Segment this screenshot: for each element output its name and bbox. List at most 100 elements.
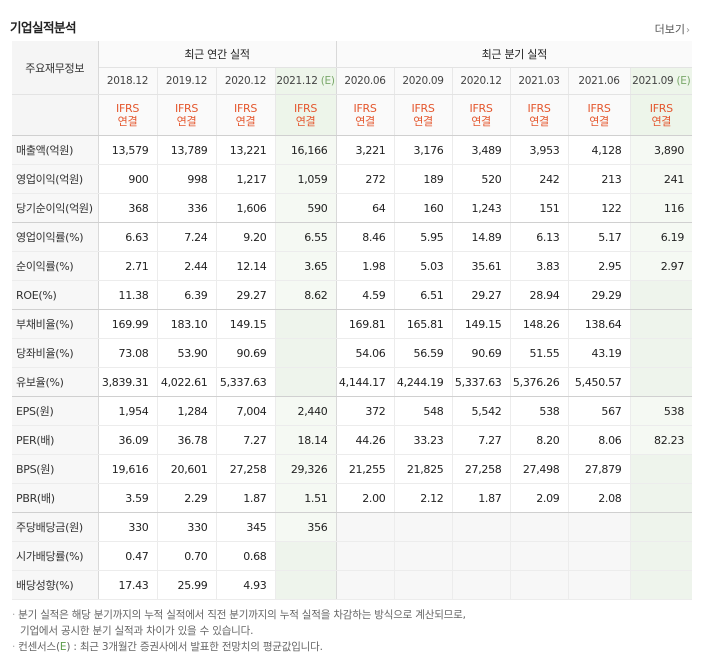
table-cell: 17.43 [98, 570, 158, 600]
table-cell: 1,954 [98, 396, 158, 426]
row-label: PER(배) [12, 425, 99, 455]
table-cell: 169.99 [98, 309, 158, 339]
table-cell: 1,243 [452, 193, 511, 223]
table-cell: 160 [394, 193, 453, 223]
table-cell: 1,217 [216, 164, 276, 194]
ifrs-label-annual-3: IFRS 연결 [275, 94, 337, 136]
table-cell: 213 [568, 164, 631, 194]
consolidated-label: 연결 [471, 115, 491, 128]
table-row: 유보율(%) 3,839.31 4,022.61 5,337.63 4,144.17 4,… [12, 367, 693, 397]
table-cell: 0.68 [216, 541, 276, 571]
table-cell: 4,128 [568, 135, 631, 165]
table-cell: 5,337.63 [216, 367, 276, 397]
table-cell: 242 [510, 164, 569, 194]
period-header-annual-0: 2018.12 [98, 67, 158, 95]
table-cell: 9.20 [216, 222, 276, 252]
section-title: 기업실적분석 [10, 20, 77, 35]
period-header-annual-1: 2019.12 [157, 67, 217, 95]
table-row: PBR(배) 3.59 2.29 1.87 1.51 2.00 2.12 1.87 2.09 2.… [12, 483, 693, 513]
footnotes: · 분기 실적은 해당 분기까지의 누적 실적에서 직전 분기까지의 누적 실적을… [12, 607, 466, 655]
consolidated-label: 연결 [529, 115, 549, 128]
table-row: 당기순이익(억원) 368 336 1,606 590 64 160 1,243 151 122 1… [12, 193, 693, 223]
table-cell: 4,244.19 [394, 367, 453, 397]
row-label: 영업이익률(%) [12, 222, 99, 252]
row-label: 매출액(억원) [12, 135, 99, 165]
table-cell [452, 570, 511, 600]
note-1-text: 분기 실적은 해당 분기까지의 누적 실적에서 직전 분기까지의 누적 실적을 … [18, 609, 466, 621]
table-cell: 8.46 [336, 222, 395, 252]
table-cell: 548 [394, 396, 453, 426]
table-cell: 36.09 [98, 425, 158, 455]
table-cell: 21,255 [336, 454, 395, 484]
table-cell: 8.06 [568, 425, 631, 455]
estimate-mark: (E) [320, 75, 335, 87]
row-label: 당좌비율(%) [12, 338, 99, 368]
table-cell: 1.87 [216, 483, 276, 513]
table-cell: 27,258 [216, 454, 276, 484]
table-cell: 5,376.26 [510, 367, 569, 397]
table-cell [336, 512, 395, 542]
row-label: BPS(원) [12, 454, 99, 484]
table-cell: 6.13 [510, 222, 569, 252]
table-cell [630, 512, 693, 542]
table-cell: 6.51 [394, 280, 453, 310]
table-cell: 149.15 [216, 309, 276, 339]
ifrs-label: IFRS [294, 102, 317, 115]
table-cell: 6.39 [157, 280, 217, 310]
note-1-continued: 기업에서 공시한 분기 실적과 차이가 있을 수 있습니다. [20, 625, 254, 637]
table-cell: 44.26 [336, 425, 395, 455]
table-cell: 18.14 [275, 425, 337, 455]
table-cell: 7,004 [216, 396, 276, 426]
table-row: 시가배당률(%) 0.47 0.70 0.68 [12, 541, 693, 571]
table-row: EPS(원) 1,954 1,284 7,004 2,440 372 548 5,542 538… [12, 396, 693, 426]
ifrs-label-quarter-5: IFRS 연결 [630, 94, 693, 136]
table-cell: 900 [98, 164, 158, 194]
table-cell: 1.98 [336, 251, 395, 281]
table-cell: 54.06 [336, 338, 395, 368]
table-cell: 2.00 [336, 483, 395, 513]
more-link[interactable]: 더보기› [655, 21, 690, 37]
consolidated-label: 연결 [295, 115, 316, 128]
table-cell: 330 [98, 512, 158, 542]
table-cell: 6.55 [275, 222, 337, 252]
table-row: 주당배당금(원) 330 330 345 356 [12, 512, 693, 542]
table-cell: 3,176 [394, 135, 453, 165]
table-row: 순이익률(%) 2.71 2.44 12.14 3.65 1.98 5.03 35.61 3.8… [12, 251, 693, 281]
table-cell [336, 541, 395, 571]
table-cell [452, 541, 511, 571]
consolidated-label: 연결 [651, 115, 672, 128]
table-cell [630, 541, 693, 571]
table-cell: 272 [336, 164, 395, 194]
table-cell: 372 [336, 396, 395, 426]
table-cell: 2.12 [394, 483, 453, 513]
ifrs-label: IFRS [234, 102, 257, 115]
ifrs-label: IFRS [469, 102, 493, 115]
period-header-quarter-3: 2021.03 [510, 67, 569, 95]
table-cell: 8.20 [510, 425, 569, 455]
period-label: 2020.06 [344, 75, 386, 87]
table-cell: 35.61 [452, 251, 511, 281]
table-cell: 2.97 [630, 251, 693, 281]
row-label: 순이익률(%) [12, 251, 99, 281]
note-2-prefix: 컨센서스( [18, 641, 60, 653]
table-cell: 7.24 [157, 222, 217, 252]
table-cell: 2.29 [157, 483, 217, 513]
table-cell [568, 541, 631, 571]
table-cell: 36.78 [157, 425, 217, 455]
table-cell: 28.94 [510, 280, 569, 310]
table-cell: 5.17 [568, 222, 631, 252]
table-row: 영업이익률(%) 6.63 7.24 9.20 6.55 8.46 5.95 14.89 6.1… [12, 222, 693, 252]
table-cell: 5,337.63 [452, 367, 511, 397]
table-cell: 90.69 [216, 338, 276, 368]
period-header-quarter-2: 2020.12 [452, 67, 511, 95]
table-cell [510, 512, 569, 542]
table-cell: 29.27 [452, 280, 511, 310]
ifrs-label: IFRS [527, 102, 551, 115]
table-cell: 1,059 [275, 164, 337, 194]
chevron-right-icon: › [686, 25, 690, 36]
table-cell: 2.95 [568, 251, 631, 281]
ifrs-label: IFRS [175, 102, 198, 115]
table-cell: 16,166 [275, 135, 337, 165]
ifrs-label-quarter-2: IFRS 연결 [452, 94, 511, 136]
table-cell: 29,326 [275, 454, 337, 484]
